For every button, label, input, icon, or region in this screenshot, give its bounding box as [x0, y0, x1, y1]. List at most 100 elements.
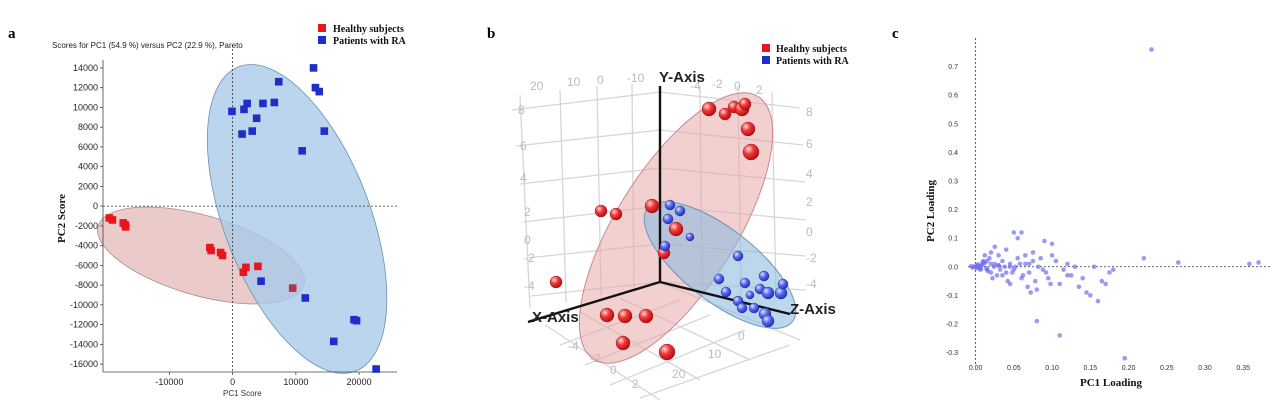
legend-b-ra-swatch [762, 56, 770, 64]
sphere-b-healthy-13 [599, 307, 615, 323]
sphere-b-ra-0 [664, 199, 676, 211]
x-tick-label-c-2: 0.10 [1045, 365, 1059, 372]
point-a-ra-1 [240, 105, 248, 114]
sphere-b-ra-3 [685, 232, 695, 242]
point-a-healthy-11 [254, 262, 262, 271]
y-tick-label-a-2: -12000 [70, 320, 98, 330]
x-tick-label-a-2: 10000 [283, 377, 308, 387]
sphere-b-ra-12 [777, 278, 789, 290]
x-tick-label-c-7: 0.35 [1236, 365, 1250, 372]
point-a-ra-15 [301, 294, 310, 302]
point-c-loading-55 [1072, 264, 1078, 270]
y-tick-label-c-2: -0.1 [946, 293, 958, 300]
tick3d-right-0: 8 [806, 105, 813, 119]
tick3d-top-3: -10 [627, 71, 645, 85]
point-c-loading-34 [968, 263, 974, 269]
point-c-loading-8 [1042, 238, 1047, 244]
sphere-b-ra-7 [739, 277, 751, 289]
tick3d-tr-2: 0 [734, 79, 741, 93]
legend-a-ra-label: Patients with RA [333, 36, 407, 47]
panel-a: a Scores for PC1 (54.9 %) versus PC2 (22… [8, 24, 407, 398]
point-c-loading-24 [982, 253, 988, 258]
y-tick-label-a-11: 6000 [78, 142, 98, 152]
point-a-healthy-6 [207, 246, 215, 255]
point-a-ra-4 [252, 114, 261, 123]
point-c-loading-6 [1065, 273, 1070, 278]
point-c-loading-45 [1025, 284, 1030, 290]
point-c-loading-63 [1045, 275, 1051, 281]
y-tick-label-c-7: 0.4 [948, 150, 958, 157]
sphere-b-ra-18 [720, 286, 732, 298]
point-c-loading-93 [996, 263, 1001, 268]
y-tick-label-a-15: 14000 [73, 63, 98, 73]
tick3d-tr-3: 2 [756, 83, 763, 97]
y-tick-label-a-14: 12000 [73, 83, 98, 93]
y-tick-label-a-3: -10000 [70, 300, 98, 310]
point-c-loading-84 [1034, 287, 1040, 292]
point-a-healthy-9 [239, 268, 248, 277]
point-c-loading-66 [1000, 273, 1005, 278]
y-tick-label-a-8: 0 [93, 201, 98, 211]
point-c-loading-49 [1040, 267, 1046, 272]
y-tick-label-c-3: 0.0 [948, 264, 958, 271]
point-c-loading-12 [1023, 253, 1028, 258]
point-c-loading-0 [1149, 47, 1154, 52]
point-a-ra-3 [248, 127, 257, 135]
panel-b: b [487, 26, 850, 401]
point-c-loading-81 [1023, 261, 1028, 267]
point-c-loading-47 [1032, 278, 1038, 284]
point-a-ra-2 [243, 99, 251, 108]
tick3d-left-4: 0 [524, 233, 531, 247]
legend-a-healthy-label: Healthy subjects [333, 24, 404, 35]
chart-a-title: Scores for PC1 (54.9 %) versus PC2 (22.9… [52, 41, 243, 50]
point-c-loading-17 [1003, 247, 1009, 252]
point-c-loading-3 [1175, 260, 1181, 265]
y-tick-label-c-1: -0.2 [946, 321, 958, 328]
chart-a-x-label: PC1 Score [223, 389, 262, 398]
point-c-loading-57 [1095, 298, 1101, 304]
x-tick-label-a-3: 20000 [347, 377, 372, 387]
tick3d-left-6: -4 [524, 279, 535, 293]
point-c-loading-5 [1057, 333, 1063, 338]
y-tick-label-c-8: 0.5 [948, 121, 958, 128]
point-c-loading-95 [984, 265, 989, 271]
point-c-loading-20 [992, 244, 998, 250]
point-c-loading-86 [1057, 281, 1063, 287]
tick3d-left-3: 2 [524, 205, 531, 219]
point-a-healthy-1 [108, 216, 117, 224]
point-c-loading-61 [1122, 355, 1128, 361]
ellipse-a-ra [206, 64, 388, 374]
point-c-loading-91 [1099, 278, 1105, 284]
y-tick-label-c-6: 0.3 [948, 178, 958, 185]
tick3d-top-1: 10 [567, 75, 581, 89]
y-tick-label-a-12: 8000 [78, 122, 98, 132]
sphere-b-healthy-7 [594, 204, 608, 218]
sphere-b-ra-2 [662, 213, 674, 225]
y-tick-label-c-10: 0.7 [948, 64, 958, 71]
x-tick-label-c-4: 0.20 [1122, 365, 1136, 372]
tick3d-right-4: 0 [806, 225, 813, 239]
point-c-loading-9 [1034, 318, 1040, 324]
y-tick-label-a-10: 4000 [78, 162, 98, 172]
sphere-b-healthy-1 [718, 107, 732, 121]
point-c-loading-48 [1036, 264, 1041, 270]
sphere-b-ra-17 [761, 314, 775, 328]
y-tick-label-c-5: 0.2 [948, 207, 958, 214]
point-a-ra-10 [309, 64, 318, 72]
tick3d-right-1: 6 [806, 137, 813, 151]
sphere-b-ra-5 [732, 250, 744, 262]
point-a-ra-14 [257, 277, 265, 285]
tick3d-bl-0: -4 [568, 339, 579, 353]
point-c-loading-56 [1080, 275, 1085, 281]
x-tick-label-c-5: 0.25 [1160, 365, 1174, 372]
ticks-3d: 20 10 0 -10 -4 -2 0 2 8 6 4 2 0 -2 -4 8 … [518, 71, 817, 391]
axis-label-y-3d: Y-Axis [659, 69, 705, 86]
sphere-b-healthy-9 [644, 198, 660, 214]
sphere-b-ra-15 [748, 302, 760, 314]
y-tick-label-a-5: -6000 [75, 260, 98, 270]
legend-a-ra-swatch [318, 36, 326, 44]
sphere-b-healthy-14 [617, 308, 633, 324]
point-c-loading-78 [1011, 267, 1017, 272]
y-tick-label-a-4: -8000 [75, 280, 98, 290]
